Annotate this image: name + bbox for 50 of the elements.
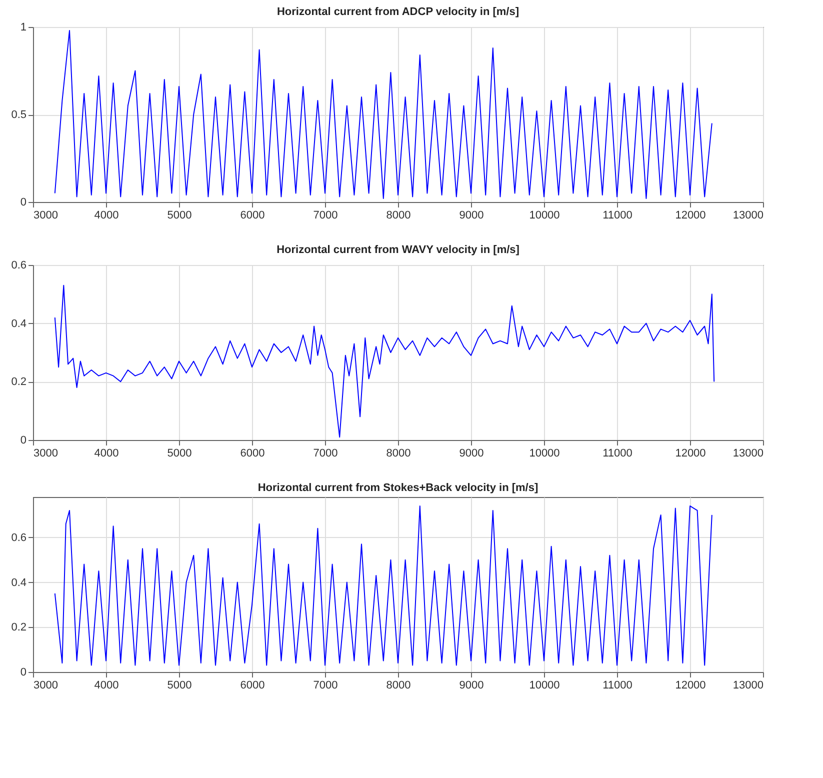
x-tick-label: 7000: [313, 210, 338, 222]
x-tick-label: 4000: [94, 448, 119, 460]
x-tick-label: 3000: [34, 680, 58, 692]
x-tick-label: 12000: [675, 210, 706, 222]
y-tick-label: 0: [20, 434, 26, 446]
x-tick-label: 7000: [313, 448, 338, 460]
y-tick-label: 0.4: [11, 318, 26, 330]
y-tick-label: 0.2: [11, 376, 26, 388]
x-tick-label: 3000: [34, 448, 58, 460]
x-tick-label: 12000: [675, 448, 706, 460]
x-tick-label: 6000: [240, 680, 265, 692]
line-series: [54, 30, 712, 199]
x-tick-label: 8000: [386, 448, 411, 460]
x-tick-label: 3000: [34, 210, 58, 222]
x-tick-label: 13000: [732, 448, 764, 460]
x-tick-label: 5000: [167, 680, 192, 692]
x-tick-label: 13000: [732, 680, 764, 692]
line-series: [54, 284, 715, 438]
x-tick-label: 11000: [602, 448, 632, 460]
x-tick-label: 13000: [732, 210, 764, 222]
x-tick-label: 5000: [167, 448, 192, 460]
y-tick-label: 0.6: [11, 532, 26, 544]
y-tick-label: 0.4: [11, 576, 26, 589]
x-tick-label: 10000: [529, 210, 560, 222]
x-tick-label: 8000: [386, 210, 411, 222]
y-tick-label: 0.5: [11, 109, 26, 121]
chart-title: Horizontal current from ADCP velocity in [m/s]: [276, 6, 520, 18]
x-tick-label: 6000: [240, 210, 265, 222]
x-tick-label: 5000: [167, 210, 192, 222]
chart-title: Horizontal current from WAVY velocity in [m/s]: [276, 244, 520, 256]
x-tick-label: 11000: [602, 210, 632, 222]
x-tick-label: 12000: [675, 680, 706, 692]
x-tick-label: 6000: [240, 448, 265, 460]
y-tick-label: 0.2: [11, 622, 26, 634]
x-tick-label: 8000: [386, 680, 411, 692]
x-tick-label: 7000: [313, 680, 338, 692]
y-tick-label: 0: [20, 666, 26, 678]
x-tick-label: 9000: [459, 680, 484, 692]
x-tick-label: 4000: [94, 210, 119, 222]
x-tick-label: 4000: [94, 680, 119, 692]
x-tick-label: 10000: [529, 680, 560, 692]
chart-title: Horizontal current from Stokes+Back velocity in [m/s]: [258, 482, 538, 494]
x-tick-label: 10000: [529, 448, 560, 460]
x-tick-label: 9000: [459, 448, 484, 460]
y-tick-label: 0.6: [11, 260, 26, 272]
y-tick-label: 0: [20, 196, 26, 208]
x-tick-label: 11000: [602, 680, 632, 692]
y-tick-label: 1: [20, 22, 26, 34]
x-tick-label: 9000: [459, 210, 484, 222]
line-series: [54, 505, 712, 666]
